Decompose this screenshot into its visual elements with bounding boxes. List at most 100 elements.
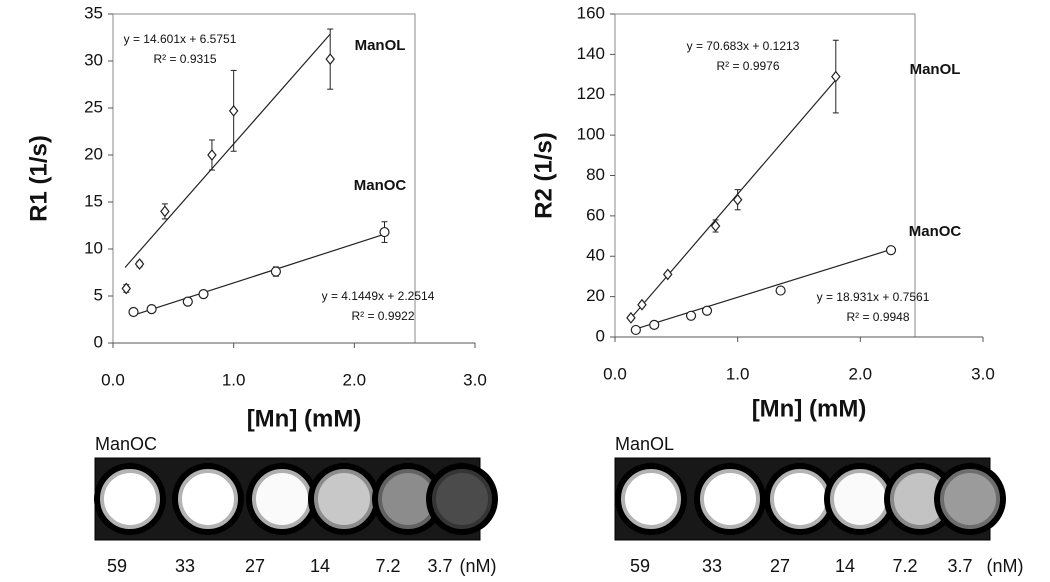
y-tick-label: 80 — [586, 165, 605, 184]
phantom-well — [252, 469, 312, 529]
series-label: ManOC — [354, 177, 407, 194]
phantom-well — [700, 469, 760, 529]
x-tick-label: 0.0 — [101, 370, 125, 389]
y-tick-label: 25 — [84, 97, 103, 116]
y-tick-label: 0 — [94, 332, 103, 351]
phantom-well — [940, 469, 1000, 529]
phantom-panel: ManOL 59 33 27 14 7.2 3.7 (nM) — [614, 434, 1024, 576]
chart: 0 20 40 60 80 100 120 140 160 0.0 1.0 2.0 3.0 R2 (1/s… — [530, 3, 994, 422]
data-point — [685, 310, 697, 321]
phantom-well — [314, 469, 374, 529]
trend-line — [630, 79, 837, 319]
concentration-label: 33 — [175, 556, 195, 576]
x-tick-label: 3.0 — [463, 370, 487, 389]
fit-r2: R² = 0.9976 — [716, 59, 779, 73]
y-axis-label: R2 (1/s) — [530, 132, 557, 219]
x-axis-label: [Mn] (mM) — [752, 395, 867, 422]
x-tick-label: 1.0 — [726, 364, 750, 383]
concentration-label: 33 — [702, 556, 722, 576]
data-point — [701, 305, 713, 316]
x-tick-label: 3.0 — [971, 364, 995, 383]
concentration-label: (nM) — [460, 556, 497, 576]
series-label: ManOL — [355, 37, 406, 54]
data-point — [134, 258, 145, 271]
data-point — [121, 282, 132, 295]
data-point — [270, 266, 281, 277]
phantom-well — [432, 469, 492, 529]
y-tick-label: 40 — [586, 246, 605, 265]
concentration-label: 27 — [245, 556, 265, 576]
data-point — [637, 298, 647, 311]
phantom-well — [621, 469, 681, 529]
fit-equation: y = 14.601x + 6.5751 — [124, 32, 237, 46]
series-label: ManOC — [909, 223, 962, 240]
fit-r2: R² = 0.9315 — [153, 52, 216, 66]
concentration-label: 3.7 — [427, 556, 452, 576]
chart: 0 5 10 15 20 25 30 35 0.0 1.0 2.0 3.0 R1 (1/s) [Mn] (… — [25, 3, 486, 432]
y-tick-label: 20 — [586, 286, 605, 305]
data-point — [198, 289, 209, 300]
x-axis-label: [Mn] (mM) — [247, 405, 362, 432]
data-point — [662, 268, 673, 281]
trend-line — [133, 233, 385, 316]
panel-title: ManOC — [95, 434, 157, 454]
concentration-label: 3.7 — [947, 556, 972, 576]
concentration-label: 59 — [107, 556, 127, 576]
x-tick-label: 2.0 — [343, 370, 367, 389]
data-point — [626, 311, 636, 324]
concentration-label: 7.2 — [892, 556, 917, 576]
data-point — [630, 324, 641, 336]
data-point — [228, 104, 239, 117]
data-point — [649, 319, 660, 330]
data-point — [732, 193, 743, 206]
concentration-label: 14 — [835, 556, 855, 576]
y-tick-label: 100 — [577, 125, 605, 144]
y-tick-label: 30 — [84, 50, 103, 69]
y-tick-label: 120 — [577, 84, 605, 103]
y-tick-label: 20 — [84, 144, 103, 163]
phantom-well — [178, 469, 238, 529]
panel-title: ManOL — [615, 434, 674, 454]
phantom-well — [770, 469, 830, 529]
concentration-label: 7.2 — [375, 556, 400, 576]
data-point — [182, 296, 193, 307]
y-tick-label: 15 — [84, 191, 103, 210]
concentration-label: (nM) — [987, 556, 1024, 576]
y-tick-label: 140 — [577, 44, 605, 63]
y-tick-label: 5 — [94, 285, 103, 304]
fit-equation: y = 18.931x + 0.7561 — [817, 290, 930, 304]
data-point — [207, 149, 217, 161]
data-point — [160, 205, 170, 218]
data-point — [710, 220, 721, 232]
data-point — [775, 285, 786, 296]
y-tick-label: 35 — [84, 3, 103, 22]
phantom-well — [830, 469, 890, 529]
trend-line — [635, 248, 892, 330]
y-tick-label: 0 — [596, 326, 605, 345]
trend-line — [124, 33, 331, 268]
y-tick-label: 10 — [84, 238, 103, 257]
y-axis-label: R1 (1/s) — [25, 135, 52, 222]
data-point — [146, 304, 157, 315]
fit-r2: R² = 0.9948 — [846, 310, 909, 324]
fit-equation: y = 70.683x + 0.1213 — [687, 39, 800, 53]
data-point — [831, 70, 841, 83]
x-tick-label: 0.0 — [603, 364, 627, 383]
concentration-label: 27 — [770, 556, 790, 576]
x-tick-label: 2.0 — [849, 364, 873, 383]
concentration-label: 14 — [310, 556, 330, 576]
x-tick-label: 1.0 — [222, 370, 246, 389]
data-point — [885, 245, 897, 256]
data-point — [325, 53, 335, 66]
y-tick-label: 60 — [586, 205, 605, 224]
phantom-well — [100, 469, 160, 529]
y-tick-label: 160 — [577, 3, 605, 22]
fit-r2: R² = 0.9922 — [351, 309, 414, 323]
concentration-label: 59 — [630, 556, 650, 576]
data-point — [128, 306, 139, 318]
fit-equation: y = 4.1449x + 2.2514 — [322, 289, 435, 303]
data-point — [379, 226, 390, 238]
phantom-panel: ManOC 59 33 27 14 7.2 3.7 (nM) — [94, 434, 498, 576]
series-label: ManOL — [910, 61, 961, 78]
